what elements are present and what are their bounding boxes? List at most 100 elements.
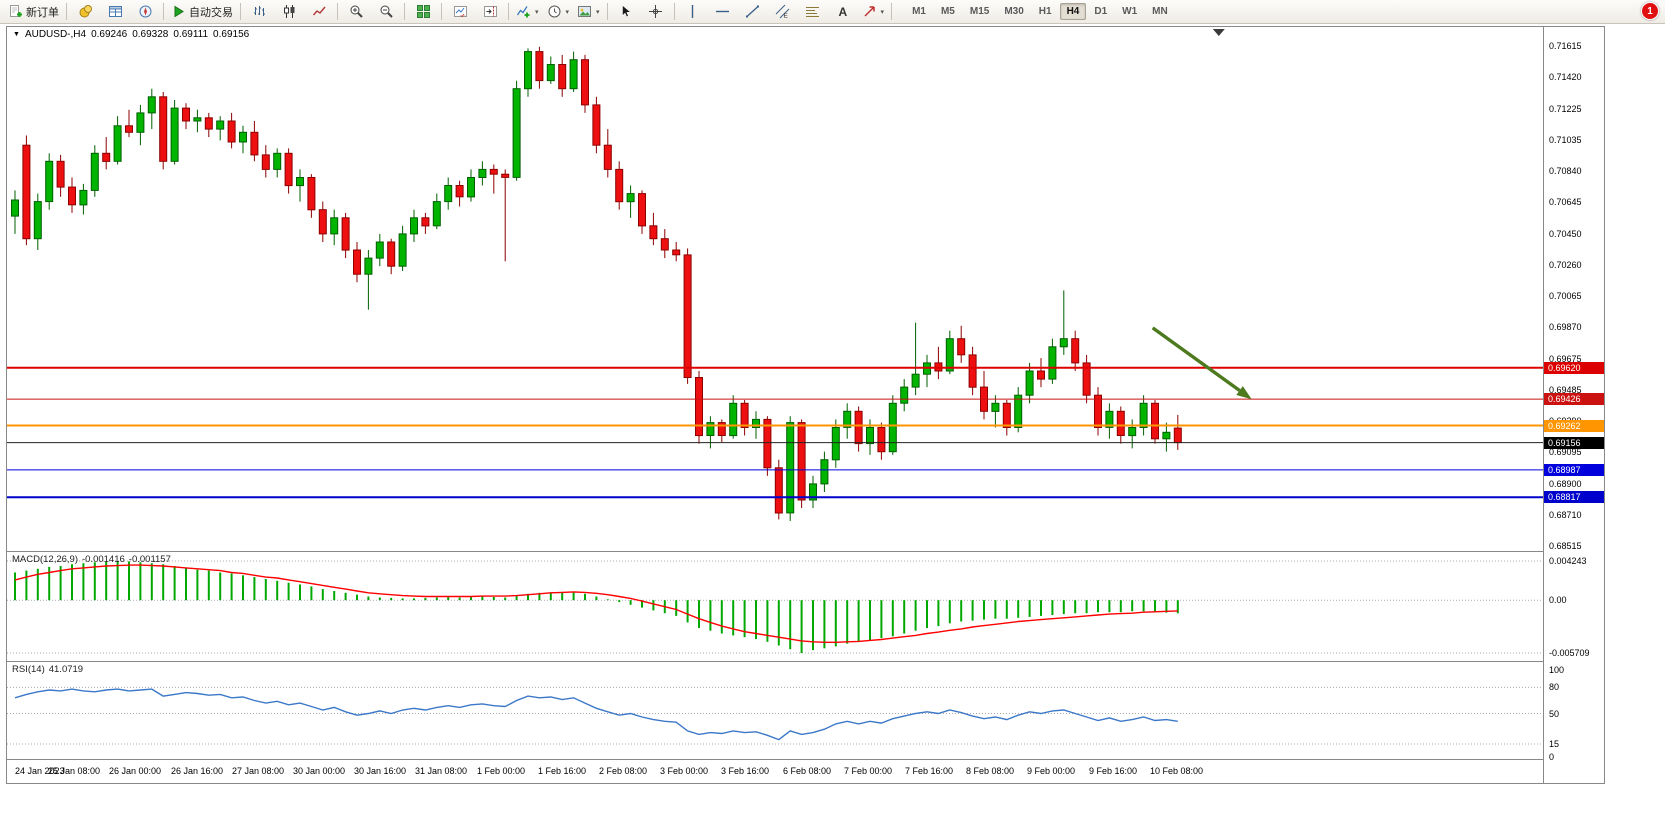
macd-signal-value: -0.001157 xyxy=(128,554,171,565)
time-axis-label: 30 Jan 16:00 xyxy=(354,766,407,776)
zoom-out-button[interactable] xyxy=(371,1,401,23)
indicators-button[interactable]: ▾ xyxy=(512,1,543,23)
price-axis-label: 0.70065 xyxy=(1549,291,1582,301)
price-axis-label: 0.71035 xyxy=(1549,135,1582,145)
timeframe-m1-button[interactable]: M1 xyxy=(912,6,926,17)
timeframe-h1-button[interactable]: H1 xyxy=(1038,6,1052,17)
arrows-tool-button[interactable]: ▾ xyxy=(858,1,889,23)
notification-badge[interactable]: 1 xyxy=(1641,2,1659,20)
time-axis-label: 26 Jan 16:00 xyxy=(171,766,224,776)
candlestick-icon xyxy=(282,4,297,19)
price-axis-label: 0.71225 xyxy=(1549,104,1582,114)
horizontal-line-tool-button[interactable] xyxy=(708,1,738,23)
text-tool-button[interactable]: A xyxy=(828,1,858,23)
toolbar-separator xyxy=(337,3,338,20)
window-menu-icon[interactable]: ▼ xyxy=(13,30,20,38)
chart-close-value: 0.69156 xyxy=(213,29,250,40)
price-axis-label: 0.68515 xyxy=(1549,541,1582,551)
time-axis-label: 30 Jan 00:00 xyxy=(293,766,346,776)
price-tag-0.69262: 0.69262 xyxy=(1544,420,1604,432)
price-tag-0.69156: 0.69156 xyxy=(1544,437,1604,449)
time-scale[interactable]: 24 Jan 2023 25 Jan 08:00 26 Jan 00:00 26 Ja… xyxy=(7,759,1543,783)
price-tag-0.69426: 0.69426 xyxy=(1544,393,1604,405)
price-scale[interactable]: 0.71615 0.71420 0.71225 0.71035 0.70840 0.706… xyxy=(1543,27,1604,783)
vertical-line-tool-button[interactable] xyxy=(678,1,708,23)
navigator-icon xyxy=(138,4,153,19)
line-chart-mode-button[interactable] xyxy=(304,1,334,23)
trendline-tool-button[interactable] xyxy=(738,1,768,23)
main-chart[interactable] xyxy=(7,27,1543,551)
rsi-label: RSI(14) 41.0719 xyxy=(12,664,87,675)
auto-trading-button[interactable]: 自动交易 xyxy=(167,1,237,23)
trendline-icon xyxy=(745,4,760,19)
trend-arrow-annotation[interactable] xyxy=(1151,326,1252,400)
time-axis-label: 1 Feb 00:00 xyxy=(477,766,526,776)
data-window-icon xyxy=(108,4,123,19)
auto-scroll-button[interactable] xyxy=(445,1,475,23)
price-tag-0.69620: 0.69620 xyxy=(1544,362,1604,374)
bar-chart-mode-button[interactable] xyxy=(244,1,274,23)
toolbar-separator xyxy=(66,3,67,20)
timeframe-d1-button[interactable]: D1 xyxy=(1094,6,1108,17)
crosshair-tool-button[interactable] xyxy=(641,1,671,23)
main-chart-svg xyxy=(7,29,1543,521)
toolbar-separator xyxy=(891,3,893,20)
chevron-down-icon: ▾ xyxy=(565,8,570,16)
horizontal-line-icon xyxy=(715,4,730,19)
new-order-button[interactable]: 新订单 xyxy=(4,1,63,23)
time-axis-label: 7 Feb 00:00 xyxy=(844,766,893,776)
vertical-line-icon xyxy=(685,4,700,19)
template-icon xyxy=(577,4,592,19)
macd-panel-separator[interactable] xyxy=(7,551,1543,552)
navigator-button[interactable] xyxy=(130,1,160,23)
timeframe-m30-button[interactable]: M30 xyxy=(1004,6,1024,17)
rsi-axis-label: 50 xyxy=(1549,709,1560,719)
macd-panel[interactable] xyxy=(7,551,1543,661)
data-window-button[interactable] xyxy=(100,1,130,23)
cursor-icon xyxy=(618,4,633,19)
chart-high-value: 0.69328 xyxy=(132,29,169,40)
chart-open-value: 0.69246 xyxy=(91,29,128,40)
candlestick-mode-button[interactable] xyxy=(274,1,304,23)
price-axis-label: 0.68900 xyxy=(1549,479,1582,489)
cursor-tool-button[interactable] xyxy=(611,1,641,23)
zoom-out-icon xyxy=(379,4,394,19)
tile-windows-button[interactable] xyxy=(408,1,438,23)
time-axis-label: 9 Feb 00:00 xyxy=(1027,766,1076,776)
timeframe-m5-button[interactable]: M5 xyxy=(940,6,955,17)
macd-svg xyxy=(7,560,1543,654)
macd-label: MACD(12,26,9) -0.001416 -0.001157 xyxy=(12,554,175,565)
macd-axis-label: 0.00 xyxy=(1549,595,1567,605)
rsi-value: 41.0719 xyxy=(48,664,84,675)
zoom-in-button[interactable] xyxy=(341,1,371,23)
templates-button[interactable]: ▾ xyxy=(573,1,604,23)
zoom-in-icon xyxy=(349,4,364,19)
chart-shift-marker-icon[interactable] xyxy=(1212,29,1225,36)
timeframe-m15-button[interactable]: M15 xyxy=(969,6,990,17)
toolbar-separator xyxy=(163,3,164,20)
price-tag-0.68987: 0.68987 xyxy=(1544,464,1604,476)
chart-shift-button[interactable] xyxy=(475,1,505,23)
rsi-panel[interactable] xyxy=(7,661,1543,759)
timeframe-mn-button[interactable]: MN xyxy=(1152,6,1168,17)
price-axis-label: 0.69675 xyxy=(1549,354,1582,364)
rsi-axis-label: 0 xyxy=(1549,752,1555,762)
rsi-line xyxy=(14,688,1178,741)
price-axis-label: 0.69095 xyxy=(1549,447,1582,457)
chart-symbol-period: AUDUSD-,H4 xyxy=(24,29,87,40)
time-axis-label: 31 Jan 08:00 xyxy=(415,766,468,776)
rsi-panel-separator[interactable] xyxy=(7,661,1543,662)
new-order-icon xyxy=(8,4,23,19)
fibonacci-tool-button[interactable] xyxy=(798,1,828,23)
price-lines[interactable] xyxy=(7,366,1543,499)
macd-main-value: -0.001416 xyxy=(82,554,125,565)
equidistant-channel-tool-button[interactable]: E xyxy=(768,1,798,23)
timeframe-h4-button[interactable]: H4 xyxy=(1059,3,1087,20)
arrows-icon xyxy=(862,4,877,19)
price-axis-label: 0.70260 xyxy=(1549,260,1582,270)
macd-signal-line xyxy=(14,564,1178,644)
macd-name: MACD(12,26,9) xyxy=(12,554,78,565)
periods-button[interactable]: ▾ xyxy=(543,1,574,23)
timeframe-w1-button[interactable]: W1 xyxy=(1122,6,1138,17)
market-watch-button[interactable] xyxy=(70,1,100,23)
